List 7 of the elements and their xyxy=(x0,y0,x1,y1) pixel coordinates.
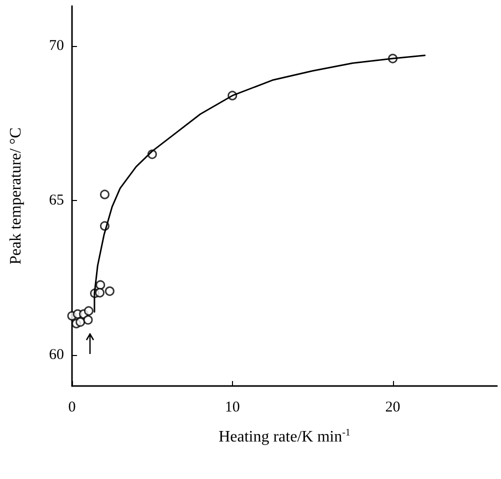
y-tick-label: 70 xyxy=(49,38,64,54)
y-tick-label: 60 xyxy=(49,347,64,364)
y-axis-title: Peak temperature/ °C xyxy=(8,127,24,265)
x-tick-label: 0 xyxy=(68,400,76,416)
x-tick-label: 20 xyxy=(385,400,400,416)
x-tick-label: 10 xyxy=(224,400,240,416)
y-tick-label: 65 xyxy=(49,192,64,209)
